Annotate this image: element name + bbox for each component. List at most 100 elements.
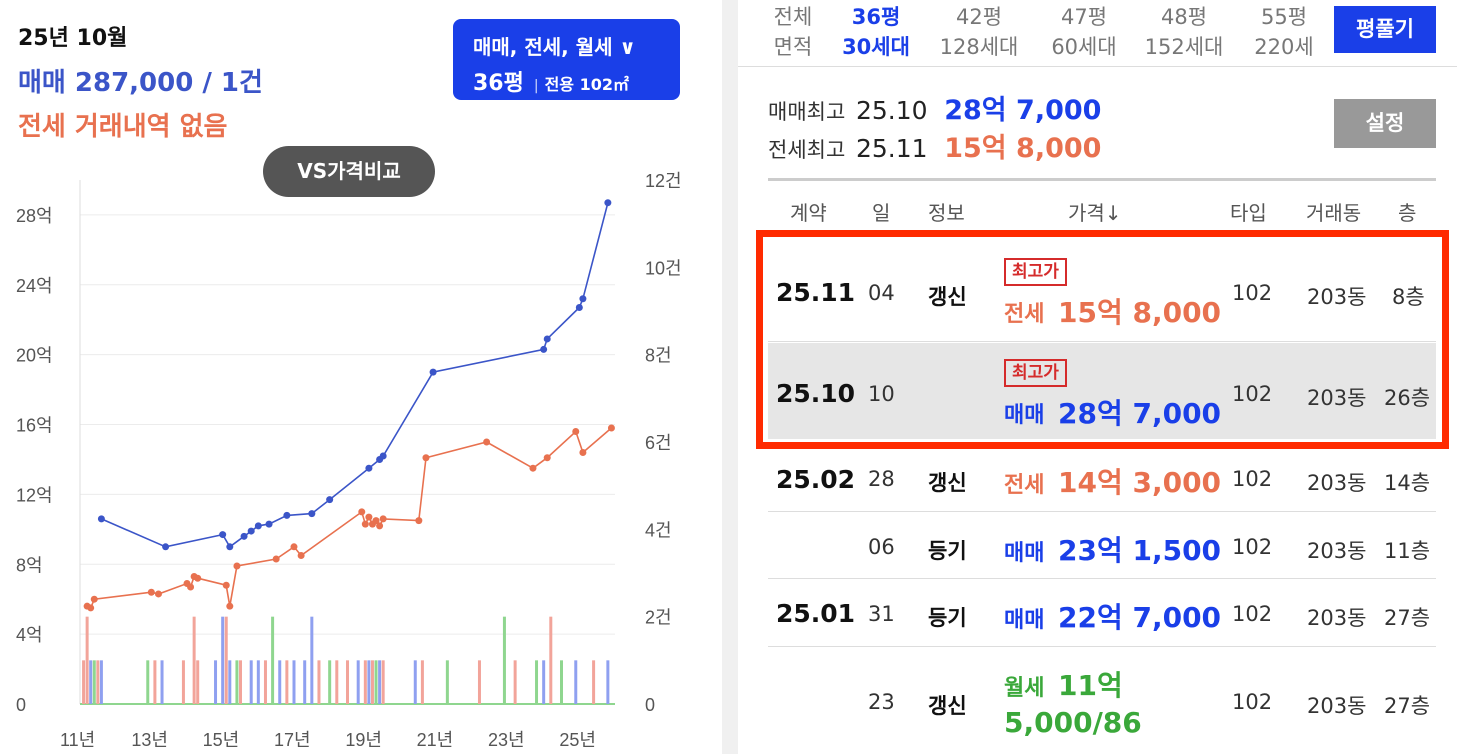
volume-bar (303, 660, 307, 704)
tab-48-bottom: 152세대 (1144, 35, 1224, 59)
volume-bar (181, 660, 185, 704)
volume-bar (82, 660, 86, 704)
data-point (162, 543, 170, 551)
volume-bar (192, 616, 196, 704)
row-month: 25.10 (776, 379, 856, 408)
tab-48-top: 48평 (1160, 5, 1208, 29)
row-dong: 203동 (1307, 386, 1367, 410)
y2-tick-label: 6건 (645, 433, 672, 453)
row-kind: 월세 (1004, 676, 1045, 701)
y-tick-label: 4억 (16, 625, 43, 645)
volume-bar (606, 660, 610, 704)
panel-divider (722, 0, 738, 754)
row-kind: 매매 (1004, 403, 1045, 428)
tab-42-top: 42평 (955, 5, 1003, 29)
x-tick-label: 17년 (274, 730, 311, 750)
volume-bar (477, 660, 481, 704)
max-jeonse-row: 전세최고 25.11 15억 8,000 (768, 126, 1101, 165)
exclusive-area: 전용 102㎡ (544, 75, 629, 94)
row-day: 10 (868, 382, 895, 406)
data-point (540, 345, 548, 353)
volume-bar (535, 660, 539, 704)
pyeong-expand-button[interactable]: 평풀기 (1334, 6, 1436, 53)
volume-bar (356, 660, 360, 704)
volume-bar (96, 660, 100, 704)
transaction-panel: 전체 면적 36평 30세대 42평 128세대 47평 60세대 48평 15… (738, 0, 1457, 754)
y-tick-label: 0 (16, 695, 26, 715)
row-amount: 14억 3,000 (1058, 466, 1222, 499)
data-point (272, 555, 280, 563)
row-amount: 23억 1,500 (1058, 534, 1222, 567)
volume-bar (221, 616, 225, 704)
data-point (579, 448, 587, 456)
table-top-border (768, 178, 1436, 181)
highest-price-badge: 최고가 (1004, 258, 1067, 286)
data-point (607, 424, 615, 432)
sale-summary: 매매 287,000 / 1건 (18, 68, 263, 98)
row-floor: 26층 (1384, 386, 1431, 410)
row-type: 102 (1232, 281, 1273, 305)
header-day[interactable]: 일 (872, 201, 891, 225)
volume-bar (574, 660, 578, 704)
period-label: 25년 10월 (18, 26, 128, 51)
x-tick-label: 13년 (131, 730, 168, 750)
tab-all-area[interactable]: 전체 면적 (768, 2, 818, 62)
row-kind: 전세 (1004, 473, 1045, 498)
row-info: 갱신 (928, 471, 967, 495)
y2-tick-label: 10건 (645, 258, 682, 278)
volume-bar (346, 660, 349, 704)
row-day: 28 (868, 467, 895, 491)
data-point (604, 199, 612, 207)
row-floor: 27층 (1384, 694, 1431, 718)
row-month: 25.11 (776, 278, 856, 307)
highest-price-badge: 최고가 (1004, 359, 1067, 387)
header-floor[interactable]: 층 (1398, 201, 1417, 225)
row-info: 등기 (928, 539, 967, 563)
volume-bar (335, 660, 339, 704)
data-point (226, 543, 234, 551)
header-dong[interactable]: 거래동 (1306, 201, 1362, 225)
tab-42-pyeong[interactable]: 42평 128세대 (936, 2, 1022, 62)
tab-36-top: 36평 (851, 5, 901, 29)
volume-bar (146, 660, 150, 704)
row-floor: 27층 (1384, 606, 1431, 630)
data-point (429, 368, 437, 376)
highlight-row-background (768, 343, 1436, 439)
row-day: 23 (868, 690, 895, 714)
data-point (483, 438, 491, 446)
row-kind: 전세 (1004, 302, 1045, 327)
row-dong: 203동 (1307, 539, 1367, 563)
trade-filter-button[interactable]: 매매, 전세, 월세 ∨ 36평 | 전용 102㎡ (453, 19, 680, 100)
volume-bar (542, 660, 546, 704)
highlight-annotation-box (756, 230, 1449, 449)
x-tick-label: 23년 (488, 730, 525, 750)
volume-bar (378, 660, 382, 704)
tab-48-pyeong[interactable]: 48평 152세대 (1140, 2, 1228, 62)
max-sale-row: 매매최고 25.10 28억 7,000 (768, 88, 1101, 127)
header-type[interactable]: 타입 (1230, 201, 1267, 225)
row-day: 31 (868, 602, 895, 626)
volume-bar (271, 616, 275, 704)
volume-bar (363, 660, 367, 704)
tab-36-pyeong[interactable]: 36평 30세대 (840, 2, 912, 62)
max-sale-date: 25.10 (855, 96, 928, 125)
row-amount: 22억 7,000 (1058, 601, 1222, 634)
volume-bar (256, 660, 260, 704)
tab-47-pyeong[interactable]: 47평 60세대 (1046, 2, 1122, 62)
header-contract[interactable]: 계약 (790, 201, 827, 225)
row-dong: 203동 (1307, 471, 1367, 495)
row-kind: 매매 (1004, 608, 1045, 633)
row-dong: 203동 (1307, 694, 1367, 718)
header-info[interactable]: 정보 (928, 201, 965, 225)
y-tick-label: 8억 (16, 555, 43, 575)
settings-button[interactable]: 설정 (1334, 99, 1436, 148)
header-price[interactable]: 가격↓ (1068, 201, 1122, 225)
data-point (379, 452, 387, 460)
data-point (222, 581, 230, 589)
data-point (240, 532, 248, 540)
volume-bar (328, 660, 332, 704)
tab-36-bottom: 30세대 (842, 35, 910, 59)
tab-55-pyeong[interactable]: 55평 220세 (1246, 2, 1322, 62)
vs-compare-button[interactable]: VS가격비교 (263, 146, 435, 197)
data-point (365, 464, 373, 472)
